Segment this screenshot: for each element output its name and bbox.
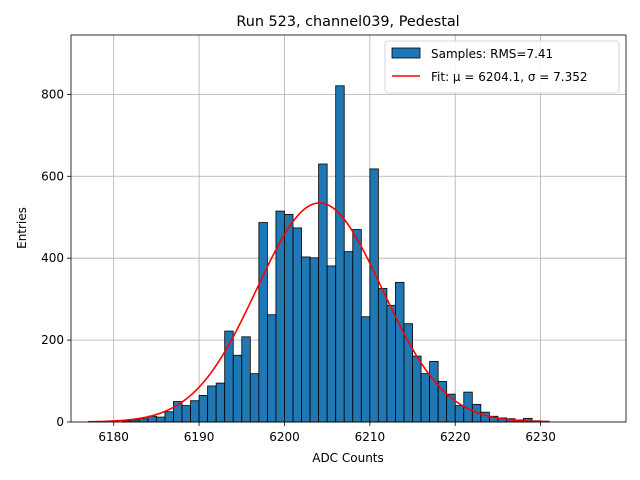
y-tick-label: 400 xyxy=(41,251,64,265)
fit-curve-layer xyxy=(88,202,550,423)
y-tick-label: 600 xyxy=(41,169,64,183)
histogram-bar xyxy=(360,316,371,423)
histogram-bar xyxy=(292,227,302,423)
x-axis-ticks: 6180 6190 6200 6210 6220 6230 xyxy=(98,422,556,444)
histogram-bar xyxy=(326,265,337,423)
legend: Samples: RMS=7.41 Fit: μ = 6204.1, σ = 7… xyxy=(384,40,620,94)
legend-fit-label: Fit: μ = 6204.1, σ = 7.352 xyxy=(431,70,588,84)
y-tick-label: 200 xyxy=(41,333,64,347)
histogram-bar xyxy=(454,405,465,423)
histogram-bar xyxy=(249,373,260,423)
histogram-bar xyxy=(190,400,200,423)
x-tick-label: 6190 xyxy=(184,430,215,444)
y-tick-label: 800 xyxy=(41,87,64,101)
histogram-bar xyxy=(258,222,268,423)
x-tick-label: 6200 xyxy=(269,430,300,444)
plot-area-frame xyxy=(70,34,627,423)
histogram-bar xyxy=(164,411,174,423)
chart-title: Run 523, channel039, Pedestal xyxy=(236,14,459,30)
histogram-bar xyxy=(412,355,422,423)
histogram-bar xyxy=(232,354,243,423)
legend-box xyxy=(384,40,620,94)
y-axis-label: Entries xyxy=(15,207,29,249)
histogram-bars xyxy=(121,85,550,423)
histogram-bar xyxy=(335,85,345,423)
histogram-bar xyxy=(284,213,294,423)
histogram-bar xyxy=(138,418,149,423)
legend-histogram-label: Samples: RMS=7.41 xyxy=(431,47,553,61)
histogram-bar xyxy=(395,281,405,423)
histogram-bar xyxy=(181,405,191,423)
x-axis-label: ADC Counts xyxy=(312,451,384,465)
x-tick-label: 6220 xyxy=(440,430,471,444)
legend-histogram-swatch xyxy=(391,47,421,59)
histogram-bar xyxy=(386,304,396,423)
histogram-bar xyxy=(420,373,431,423)
histogram-bar xyxy=(266,314,277,423)
y-tick-label: 0 xyxy=(56,415,64,429)
histogram-bar xyxy=(429,360,439,423)
histogram-bar xyxy=(155,416,166,423)
x-tick-label: 6210 xyxy=(355,430,386,444)
histogram-bar xyxy=(301,256,311,423)
histogram-bar xyxy=(207,385,217,423)
histogram-bar xyxy=(403,323,413,423)
histogram-bar xyxy=(369,168,379,423)
x-tick-label: 6180 xyxy=(98,430,129,444)
histogram-bar xyxy=(241,336,251,423)
histogram-bar xyxy=(343,251,354,423)
histogram-bar xyxy=(309,257,320,423)
histogram-bar xyxy=(198,394,209,423)
histogram-bar xyxy=(377,288,388,423)
gaussian-fit-line xyxy=(88,202,550,423)
histogram-bar xyxy=(352,229,362,423)
y-axis-ticks: 0 200 400 600 800 xyxy=(41,87,71,429)
histogram-bar xyxy=(215,382,226,423)
x-tick-label: 6230 xyxy=(525,430,556,444)
